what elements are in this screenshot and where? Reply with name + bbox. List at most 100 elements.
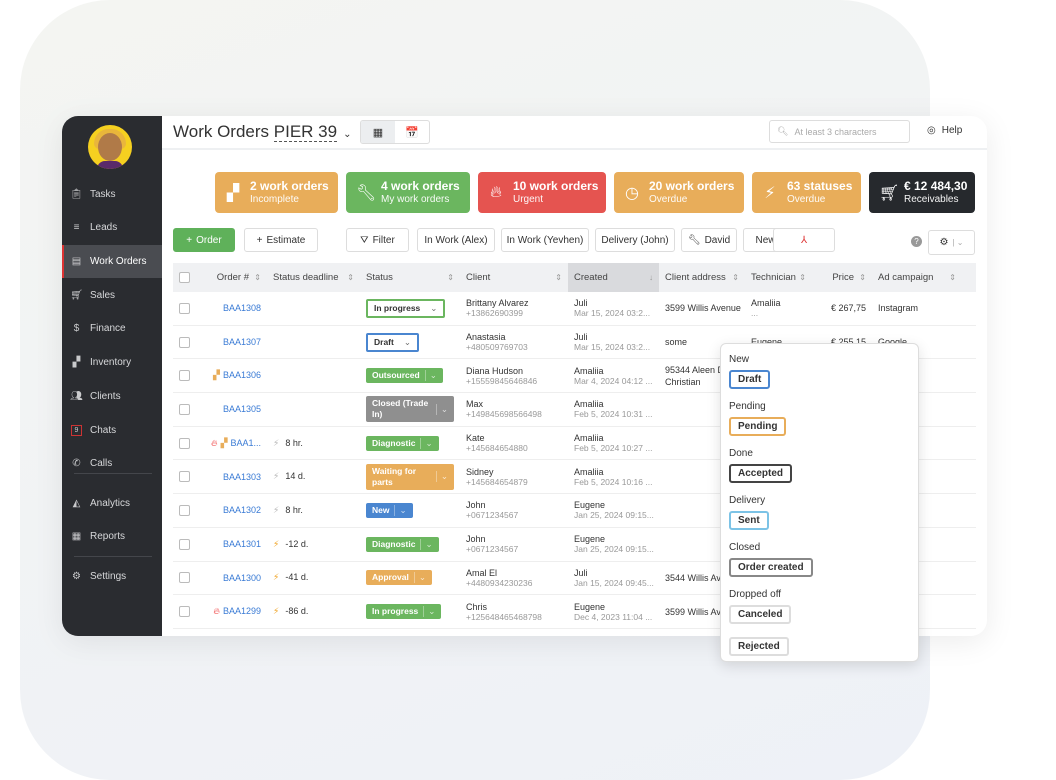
status-option[interactable]: Rejected (729, 637, 789, 656)
status-select[interactable]: Approval ⌄ (366, 570, 432, 586)
kpi-card[interactable]: 🔧︎ 4 work orders My work orders (346, 172, 470, 213)
sidebar-item-chats[interactable]: 9 Chats (62, 414, 162, 447)
table-row[interactable]: BAA1302 ⚡︎ 8 hr. New ⌄ John +0671234567 Eug… (173, 494, 976, 528)
client-name[interactable]: Sidney (466, 466, 494, 477)
sort-icon[interactable]: ⇕ (447, 273, 454, 282)
row-checkbox[interactable] (173, 427, 197, 460)
table-row[interactable]: BAA1303 ⚡︎ 14 d. Waiting for parts ⌄ Sidne… (173, 460, 976, 495)
calendar-view-button[interactable]: 📅 (405, 126, 419, 139)
order-link[interactable]: BAA1305 (222, 404, 261, 415)
chevron-down-icon[interactable]: ⌄ (343, 129, 352, 140)
row-checkbox[interactable] (173, 562, 197, 595)
filter-button[interactable]: ⛛ Filter (346, 228, 409, 252)
sort-icon[interactable]: ⇕ (799, 273, 806, 282)
sort-icon[interactable]: ⇕ (859, 273, 866, 282)
client-name[interactable]: Diana Hudson (466, 365, 524, 376)
sidebar-item-settings[interactable]: ⚙ Settings (62, 560, 162, 593)
table-row[interactable]: BAA1307 Draft ⌄ Anastasia +480509769703 Ju… (173, 326, 976, 360)
status-select[interactable]: Diagnostic ⌄ (366, 536, 439, 552)
status-select[interactable]: In progress ⌄ (366, 604, 442, 620)
sidebar-item-finance[interactable]: $ Finance (62, 312, 162, 345)
kpi-card[interactable]: 🔥︎ 10 work orders Urgent (478, 172, 606, 213)
sidebar-item-tasks[interactable]: 📋︎ Tasks (62, 178, 162, 211)
status-select[interactable]: Waiting for parts ⌄ (366, 463, 454, 490)
column-header[interactable]: Client ⇕ (460, 263, 568, 292)
status-select[interactable]: Diagnostic ⌄ (366, 435, 439, 451)
status-select[interactable]: New ⌄ (366, 502, 413, 518)
column-header[interactable]: Status deadline ⇕ (267, 263, 360, 292)
table-row[interactable]: ▞ BAA1306 Outsourced ⌄ Diana Hudson +155598… (173, 359, 976, 394)
quick-filter-button[interactable]: Delivery (John) (595, 228, 675, 252)
row-checkbox[interactable] (173, 292, 197, 325)
select-all-checkbox[interactable] (173, 263, 197, 292)
table-row[interactable]: BAA1305 Closed (Trade In) ⌄ Max +149845698… (173, 393, 976, 427)
table-row[interactable]: 🔥︎ BAA1299 ⚡︎ -86 d. In progress ⌄ Chris +12… (173, 595, 976, 629)
table-settings-button[interactable]: ⚙ | ⌄ (928, 230, 975, 255)
row-checkbox[interactable] (173, 528, 197, 561)
row-checkbox[interactable] (173, 595, 197, 628)
status-option[interactable]: Pending (729, 417, 787, 436)
quick-filter-button[interactable]: 🔧︎ David (681, 228, 737, 252)
add-order-button[interactable]: + Order (173, 228, 235, 252)
kpi-card[interactable]: ◷ 20 work orders Overdue (614, 172, 744, 213)
sidebar-item-calls[interactable]: ✆ Calls (62, 447, 162, 480)
status-select[interactable]: Closed (Trade In) ⌄ (366, 396, 454, 423)
kpi-card[interactable]: ⚡︎ 63 statuses Overdue (752, 172, 861, 213)
sidebar-item-sales[interactable]: 🛒︎ Sales (62, 279, 162, 312)
row-checkbox[interactable] (173, 359, 197, 392)
client-name[interactable]: John (466, 500, 486, 511)
table-row[interactable]: 🔥︎ ▞ BAA1... ⚡︎ 8 hr. Diagnostic ⌄ Kate +1456… (173, 427, 976, 461)
search-input[interactable]: 🔍︎ At least 3 characters (769, 120, 910, 143)
kpi-card[interactable]: 🛒︎ € 12 484,30 Receivables (869, 172, 975, 213)
order-link[interactable]: BAA1308 (222, 303, 261, 314)
order-link[interactable]: BAA1307 (222, 337, 261, 348)
sort-icon[interactable]: ⇕ (347, 273, 354, 282)
order-link[interactable]: BAA1... (230, 437, 261, 448)
add-estimate-button[interactable]: + Estimate (244, 228, 318, 252)
sort-icon[interactable]: ⇕ (254, 273, 261, 282)
row-checkbox[interactable] (173, 326, 197, 359)
client-name[interactable]: Brittany Alvarez (466, 298, 529, 309)
column-header[interactable]: Created ↓ (568, 263, 659, 292)
status-option[interactable]: Accepted (729, 464, 793, 483)
sidebar-item-clients[interactable]: 👥︎ Clients (62, 380, 162, 413)
table-view-button[interactable]: ▦ (361, 121, 395, 143)
arrow-down-icon[interactable]: ↓ (649, 273, 653, 282)
column-header[interactable]: Ad campaign ⇕ (872, 263, 962, 292)
table-row[interactable]: BAA1301 ⚡︎ -12 d. Diagnostic ⌄ John +067123… (173, 528, 976, 562)
table-row[interactable]: BAA1308 In progress ⌄ Brittany Alvarez +13… (173, 292, 976, 326)
sort-icon[interactable]: ⇕ (555, 273, 562, 282)
order-link[interactable]: BAA1303 (222, 471, 261, 482)
table-row[interactable]: BAA1300 ⚡︎ -41 d. Approval ⌄ Amal El +44809… (173, 562, 976, 596)
status-option[interactable]: Draft (729, 370, 771, 389)
info-icon[interactable]: ? (911, 236, 922, 247)
client-name[interactable]: Max (466, 399, 484, 410)
sidebar-item-analytics[interactable]: ◭ Analytics (62, 487, 162, 520)
status-option[interactable]: Canceled (729, 605, 792, 624)
sort-icon[interactable]: ⇕ (949, 273, 956, 282)
quick-filter-button[interactable]: In Work (Alex) (417, 228, 495, 252)
row-checkbox[interactable] (173, 460, 197, 493)
status-select[interactable]: Outsourced ⌄ (366, 368, 443, 384)
sidebar-item-leads[interactable]: ≡ Leads (62, 211, 162, 244)
sidebar-item-reports[interactable]: ▦ Reports (62, 520, 162, 553)
pdf-filter-button[interactable]: ⅄ (773, 228, 835, 252)
status-select[interactable]: In progress ⌄ (366, 298, 446, 318)
column-header[interactable]: Status ⇕ (360, 263, 460, 292)
kpi-card[interactable]: ▞ 2 work orders Incomplete (215, 172, 338, 213)
order-link[interactable]: BAA1299 (222, 606, 261, 617)
help-button[interactable]: ◎ Help (927, 125, 962, 136)
client-name[interactable]: Kate (466, 433, 485, 444)
quick-filter-button[interactable]: In Work (Yevhen) (501, 228, 589, 252)
column-header[interactable]: Price ⇕ (812, 263, 872, 292)
sidebar-item-inventory[interactable]: ▞ Inventory (62, 346, 162, 379)
client-name[interactable]: John (466, 534, 486, 545)
column-header[interactable]: Technician ⇕ (745, 263, 812, 292)
client-name[interactable]: Amal El (466, 567, 498, 578)
order-link[interactable]: BAA1301 (222, 539, 261, 550)
status-option[interactable]: Sent (729, 511, 769, 530)
status-option[interactable]: Order created (729, 558, 813, 577)
location-selector[interactable]: PIER 39 (273, 122, 338, 142)
sidebar-item-work-orders[interactable]: ▤ Work Orders (62, 245, 162, 278)
row-checkbox[interactable] (173, 393, 197, 426)
